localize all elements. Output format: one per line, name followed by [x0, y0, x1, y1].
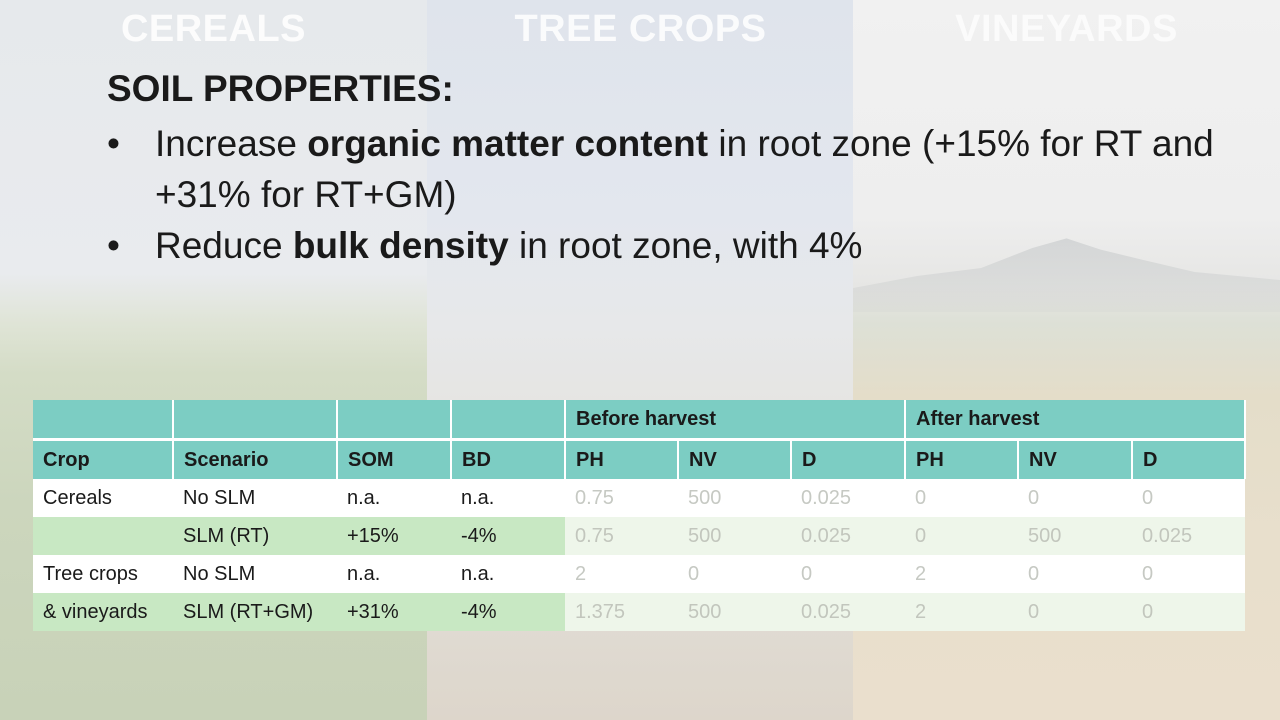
tree-crops-label: TREE CROPS [514, 8, 767, 50]
column-header-row: Crop Scenario SOM BD PH NV D PH NV D [33, 438, 1247, 479]
table-row: SLM (RT) +15% -4% 0.75 500 0.025 0 500 0… [33, 517, 1246, 555]
bullet-text-post: in root zone, with 4% [508, 225, 863, 266]
table-cell: 500 [678, 479, 791, 517]
table-cell: 0.025 [791, 517, 906, 555]
scenario-table: Before harvest After harvest Crop Scenar… [33, 400, 1247, 631]
table-cell: Tree crops [33, 555, 173, 593]
column-header: D [791, 438, 907, 479]
table-cell: 2 [565, 555, 678, 593]
column-header: PH [565, 438, 679, 479]
column-header: PH [905, 438, 1020, 479]
table-cell: No SLM [173, 479, 337, 517]
bullet-text-post: in root zone (+15% for RT and +31% for R… [155, 123, 1214, 215]
table-cell: 0.025 [791, 479, 906, 517]
table-cell: No SLM [173, 555, 337, 593]
column-header: D [1132, 438, 1247, 479]
table-cell: 0.025 [791, 593, 906, 631]
table-cell: -4% [451, 593, 565, 631]
bullet-text-pre: Reduce [155, 225, 293, 266]
header-blank [451, 400, 566, 440]
table-cell: -4% [451, 517, 565, 555]
bullet-dot: • [107, 123, 120, 164]
vineyards-label: VINEYARDS [955, 8, 1178, 50]
group-header-after-harvest: After harvest [905, 400, 1247, 440]
table-cell: 500 [678, 593, 791, 631]
table-cell: 0 [905, 517, 1019, 555]
table-cell: SLM (RT+GM) [173, 593, 337, 631]
table-cell: 0 [905, 479, 1019, 517]
table-cell: & vineyards [33, 593, 173, 631]
table-cell: 1.375 [565, 593, 678, 631]
table-cell: 0 [1132, 479, 1246, 517]
group-header-row: Before harvest After harvest [33, 400, 1247, 440]
column-header: Scenario [173, 438, 338, 479]
cereals-label: CEREALS [120, 8, 307, 50]
table-cell: 0 [1132, 593, 1246, 631]
table-cell: n.a. [337, 555, 451, 593]
table-cell: +15% [337, 517, 451, 555]
bullet-item-organic-matter: • Increase organic matter content in roo… [107, 118, 1227, 220]
table-cell: 0 [1018, 593, 1133, 631]
table-cell: 500 [678, 517, 791, 555]
table-row: Tree crops No SLM n.a. n.a. 2 0 0 2 0 0 [33, 555, 1246, 593]
table-cell: 0 [791, 555, 906, 593]
table-cell: 2 [905, 593, 1019, 631]
group-header-before-harvest: Before harvest [565, 400, 907, 440]
table-cell: n.a. [451, 479, 565, 517]
column-header: SOM [337, 438, 452, 479]
table-cell: 0.75 [565, 479, 678, 517]
bullet-list: • Increase organic matter content in roo… [107, 118, 1227, 271]
bullet-text-pre: Increase [155, 123, 308, 164]
table-cell: 0 [1018, 479, 1133, 517]
table-cell: SLM (RT) [173, 517, 337, 555]
table-cell [33, 517, 173, 555]
header-blank [337, 400, 452, 440]
header-blank [173, 400, 338, 440]
slide-heading: SOIL PROPERTIES: [107, 68, 454, 109]
table-cell: +31% [337, 593, 451, 631]
table-cell: 0.75 [565, 517, 678, 555]
header-blank [33, 400, 174, 440]
table-cell: n.a. [451, 555, 565, 593]
table-cell: n.a. [337, 479, 451, 517]
bullet-item-bulk-density: • Reduce bulk density in root zone, with… [107, 220, 1227, 271]
bullet-text-bold: organic matter content [307, 123, 709, 164]
table-cell: 2 [905, 555, 1019, 593]
table-cell: 500 [1018, 517, 1133, 555]
table-cell: 0 [1018, 555, 1133, 593]
column-header: NV [678, 438, 792, 479]
table-cell: Cereals [33, 479, 173, 517]
column-header: BD [451, 438, 566, 479]
table-cell: 0.025 [1132, 517, 1246, 555]
table-cell: 0 [1132, 555, 1246, 593]
bullet-dot: • [107, 225, 120, 266]
table-cell: 0 [678, 555, 791, 593]
bullet-text-bold: bulk density [292, 225, 509, 266]
column-header: NV [1018, 438, 1134, 479]
column-header: Crop [33, 438, 174, 479]
table-row: Cereals No SLM n.a. n.a. 0.75 500 0.025 … [33, 479, 1246, 517]
table-row: & vineyards SLM (RT+GM) +31% -4% 1.375 5… [33, 593, 1246, 631]
